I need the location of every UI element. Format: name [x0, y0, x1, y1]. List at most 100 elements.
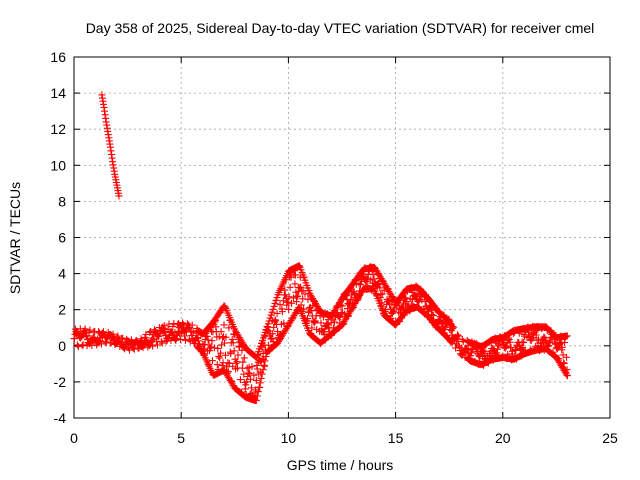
data-point: [252, 376, 260, 384]
x-tick-label: 15: [388, 430, 404, 446]
y-tick-label: 16: [50, 49, 66, 65]
data-point: [292, 288, 300, 296]
data-point: [112, 178, 120, 186]
data-point: [264, 320, 272, 328]
data-point: [213, 361, 221, 369]
data-point: [447, 338, 455, 346]
data-point: [308, 324, 316, 332]
data-point: [255, 383, 263, 391]
data-point: [239, 358, 247, 366]
data-point: [216, 354, 224, 362]
data-point: [449, 322, 457, 330]
data-point: [208, 337, 216, 345]
data-point: [272, 317, 280, 325]
data-point: [232, 359, 240, 367]
data-point: [217, 328, 225, 336]
data-point: [254, 388, 262, 396]
y-tick-label: -4: [54, 410, 67, 426]
data-point: [177, 336, 185, 344]
data-point: [285, 305, 293, 313]
data-point: [260, 361, 268, 369]
data-point: [243, 378, 251, 386]
data-point: [285, 293, 293, 301]
data-point: [252, 396, 260, 404]
x-axis-label: GPS time / hours: [287, 457, 394, 473]
data-point: [448, 339, 456, 347]
y-axis-label: SDTVAR / TECUs: [7, 182, 23, 294]
data-point: [188, 321, 196, 329]
x-tick-label: 25: [602, 430, 618, 446]
data-point: [257, 374, 265, 382]
data-point: [317, 319, 325, 327]
data-point: [204, 336, 212, 344]
data-point: [238, 346, 246, 354]
data-point: [560, 360, 568, 368]
data-point: [240, 354, 248, 362]
data-point: [303, 315, 311, 323]
data-point: [158, 339, 166, 347]
data-point: [355, 280, 363, 288]
data-point: [294, 292, 302, 300]
data-point: [288, 299, 296, 307]
data-point: [203, 332, 211, 340]
chart-title: Day 358 of 2025, Sidereal Day-to-day VTE…: [86, 20, 595, 36]
data-point: [234, 351, 242, 359]
data-point: [230, 347, 238, 355]
y-tick-label: 0: [58, 338, 66, 354]
data-point: [273, 294, 281, 302]
data-point: [507, 344, 515, 352]
data-point: [259, 366, 267, 374]
data-point: [224, 359, 232, 367]
data-point: [374, 280, 382, 288]
data-point: [225, 324, 233, 332]
y-tick-label: 8: [58, 193, 66, 209]
data-point: [454, 332, 462, 340]
data-point: [269, 330, 277, 338]
data-point: [558, 343, 566, 351]
data-point: [561, 338, 569, 346]
data-point: [295, 262, 303, 270]
data-point: [181, 336, 189, 344]
data-point: [236, 376, 244, 384]
data-point: [221, 351, 229, 359]
data-point: [189, 328, 197, 336]
data-point: [376, 284, 384, 292]
data-point: [79, 341, 87, 349]
data-point: [313, 326, 321, 334]
data-point: [104, 127, 112, 135]
data-point: [323, 320, 331, 328]
data-point: [248, 384, 256, 392]
data-point: [378, 290, 386, 298]
data-point: [300, 305, 308, 313]
data-point: [160, 322, 168, 330]
x-tick-label: 20: [495, 430, 511, 446]
data-point: [248, 363, 256, 371]
data-point: [114, 189, 122, 197]
data-point: [494, 345, 502, 353]
y-tick-label: 2: [58, 302, 66, 318]
data-point: [270, 302, 278, 310]
data-point: [106, 140, 114, 148]
data-point: [291, 271, 299, 279]
data-point: [242, 381, 250, 389]
data-point: [148, 334, 156, 342]
data-point: [169, 323, 177, 331]
data-point: [165, 320, 173, 328]
y-tick-label: 6: [58, 230, 66, 246]
tick-layer: -4 -2 0 2 4 6 8 10 12 14 16 0 5 10 15 20 25: [50, 49, 618, 446]
y-tick-label: 4: [58, 266, 66, 282]
data-points: [70, 91, 571, 405]
data-point: [245, 363, 253, 371]
data-point: [338, 302, 346, 310]
data-point: [291, 280, 299, 288]
data-point: [246, 370, 254, 378]
data-point: [289, 294, 297, 302]
data-point: [137, 335, 145, 343]
data-point: [207, 343, 215, 351]
data-point: [480, 348, 488, 356]
data-point: [563, 332, 571, 340]
data-point: [97, 340, 105, 348]
data-point: [336, 312, 344, 320]
data-point: [119, 334, 127, 342]
